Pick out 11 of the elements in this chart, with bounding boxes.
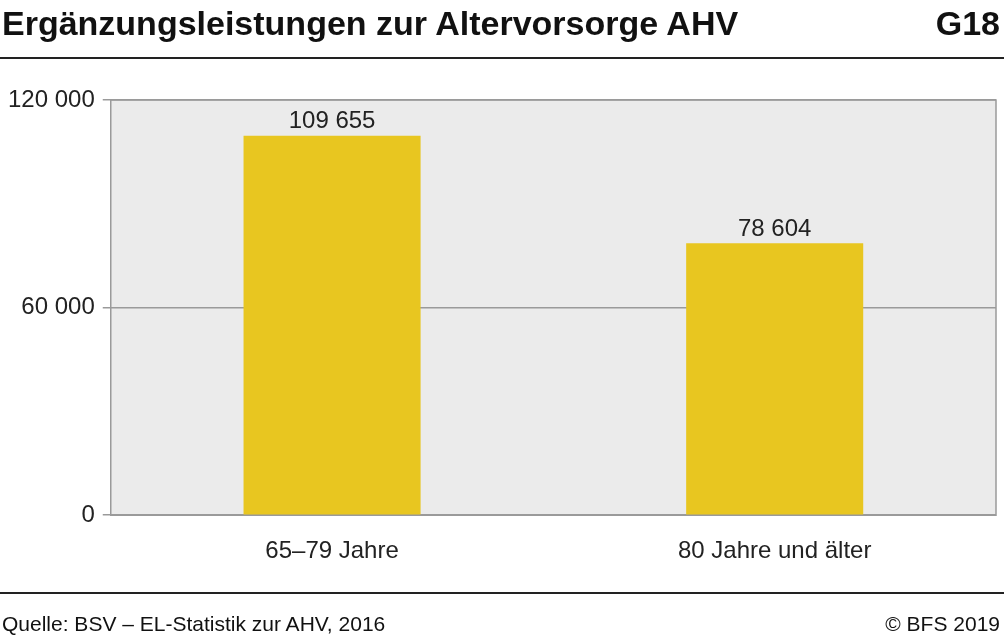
data-label: 109 655	[288, 106, 376, 134]
y-tick-label: 60 000	[21, 292, 95, 320]
data-label: 78 604	[737, 213, 812, 241]
y-tick-label: 0	[81, 499, 95, 527]
x-tick-label: 65–79 Jahre	[265, 536, 399, 564]
x-tick-label: 80 Jahre und älter	[677, 536, 872, 564]
text: G18	[935, 4, 1000, 43]
y-tick-label: 120 000	[7, 84, 95, 112]
text: © BFS 2019	[885, 612, 1000, 636]
chart-title: Ergänzungsleistungen zur Altervorsorge AHV	[2, 4, 739, 43]
source-note: Quelle: BSV – EL-Statistik zur AHV, 2016	[2, 612, 386, 636]
